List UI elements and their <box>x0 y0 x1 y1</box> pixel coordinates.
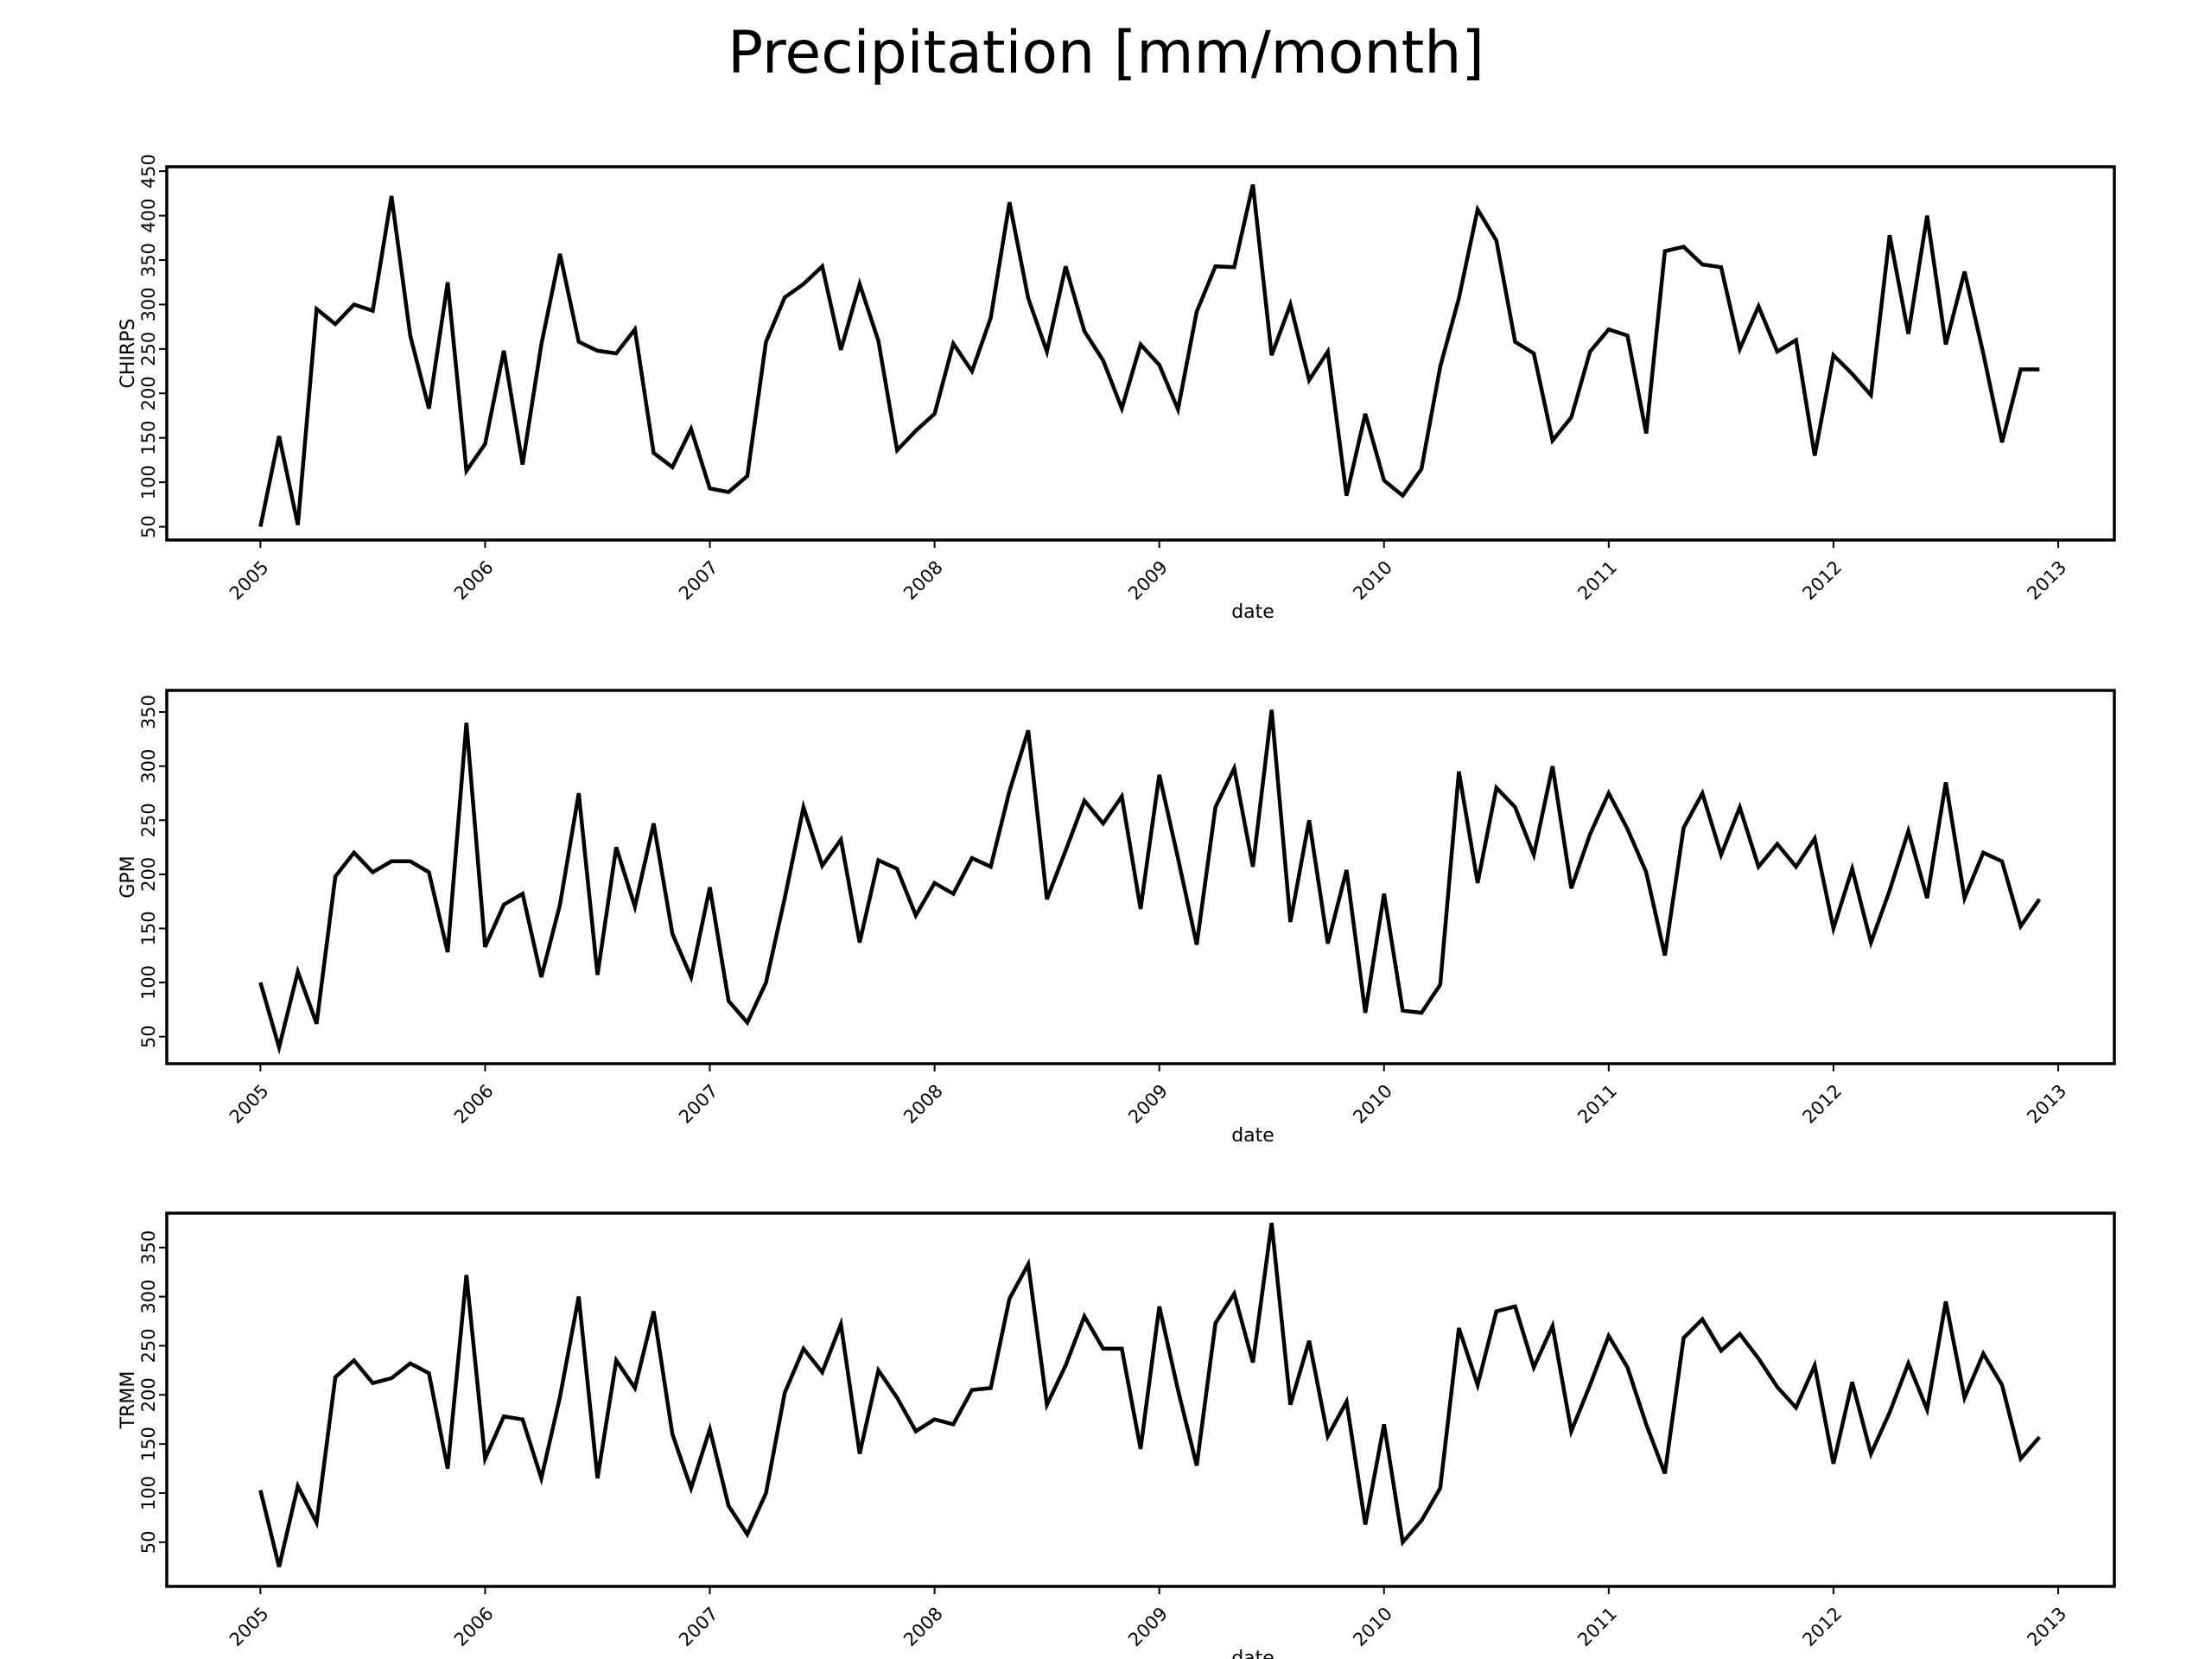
y-axis-label: TRMM <box>118 1371 139 1430</box>
x-tick-label: 2009 <box>1124 1080 1172 1128</box>
x-axis-label: date <box>1231 1648 1274 1659</box>
y-tick-label: 250 <box>138 332 159 366</box>
x-tick-label: 2008 <box>899 1603 947 1650</box>
x-tick-label: 2012 <box>1798 1603 1846 1650</box>
x-tick-label: 2005 <box>226 1603 273 1650</box>
x-tick-label: 2010 <box>1349 1080 1396 1128</box>
series-line-chirps <box>258 184 2040 528</box>
y-tick-label: 150 <box>138 421 159 455</box>
x-tick-label: 2009 <box>1124 556 1172 604</box>
y-tick-label: 50 <box>138 515 159 538</box>
series-line-gpm <box>258 709 2042 1055</box>
y-tick-label: 450 <box>138 154 159 188</box>
x-tick-label: 2005 <box>226 1080 273 1128</box>
y-tick-label: 250 <box>138 803 159 837</box>
y-tick-label: 100 <box>138 1476 159 1510</box>
x-tick-label: 2006 <box>450 1080 498 1128</box>
x-tick-label: 2008 <box>899 1080 947 1128</box>
y-tick-label: 200 <box>138 376 159 410</box>
plot-frame <box>165 689 2116 1065</box>
y-tick-label: 300 <box>138 749 159 784</box>
x-tick-label: 2012 <box>1798 556 1846 604</box>
y-tick-label: 300 <box>138 1280 159 1314</box>
y-axis-label: GPM <box>118 855 139 898</box>
x-tick-label: 2008 <box>899 556 947 604</box>
x-tick-label: 2011 <box>1573 1603 1621 1650</box>
x-axis-label: date <box>1231 1125 1274 1147</box>
x-axis-label: date <box>1231 601 1274 623</box>
panel-trmm: 2005 2006 2007 2008 2009 2010 2011 2012 2013 50 10… <box>118 1211 2116 1659</box>
y-axis-label: CHIRPS <box>118 319 139 389</box>
y-tick-label: 200 <box>138 857 159 892</box>
x-tick-label: 2011 <box>1573 556 1621 604</box>
x-tick-label: 2013 <box>2023 1603 2070 1650</box>
plot-frame <box>165 1211 2116 1588</box>
x-tick-label: 2010 <box>1349 1603 1396 1650</box>
chart-title: Precipitation [mm/month] <box>728 19 1484 87</box>
y-tick-label: 50 <box>138 1025 159 1048</box>
x-tick-label: 2013 <box>2023 556 2070 604</box>
x-tick-label: 2005 <box>226 556 273 604</box>
y-tick-label: 150 <box>138 1427 159 1461</box>
x-tick-label: 2007 <box>675 1080 722 1128</box>
y-tick-label: 100 <box>138 465 159 499</box>
panel-chirps: 2005 2006 2007 2008 2009 2010 2011 2012 2013 50 10… <box>118 154 2116 623</box>
y-tick-label: 50 <box>138 1530 159 1554</box>
y-tick-label: 350 <box>138 695 159 729</box>
y-tick-label: 400 <box>138 199 159 233</box>
y-tick-label: 350 <box>138 243 159 277</box>
series-line-trmm <box>258 1223 2041 1567</box>
x-tick-label: 2006 <box>450 556 498 604</box>
x-tick-label: 2009 <box>1124 1603 1172 1650</box>
x-tick-label: 2011 <box>1573 1080 1621 1128</box>
x-tick-label: 2007 <box>675 1603 722 1650</box>
y-tick-label: 150 <box>138 911 159 945</box>
x-tick-label: 2010 <box>1349 556 1396 604</box>
panel-gpm: 2005 2006 2007 2008 2009 2010 2011 2012 2013 50 10… <box>118 689 2116 1147</box>
y-tick-label: 100 <box>138 965 159 1000</box>
plot-frame <box>165 165 2116 542</box>
x-tick-label: 2013 <box>2023 1080 2070 1128</box>
y-tick-label: 250 <box>138 1328 159 1363</box>
y-tick-label: 200 <box>138 1377 159 1412</box>
x-tick-label: 2007 <box>675 556 722 604</box>
x-tick-label: 2006 <box>450 1603 498 1650</box>
y-tick-label: 350 <box>138 1230 159 1265</box>
x-tick-label: 2012 <box>1798 1080 1846 1128</box>
y-tick-label: 300 <box>138 287 159 321</box>
